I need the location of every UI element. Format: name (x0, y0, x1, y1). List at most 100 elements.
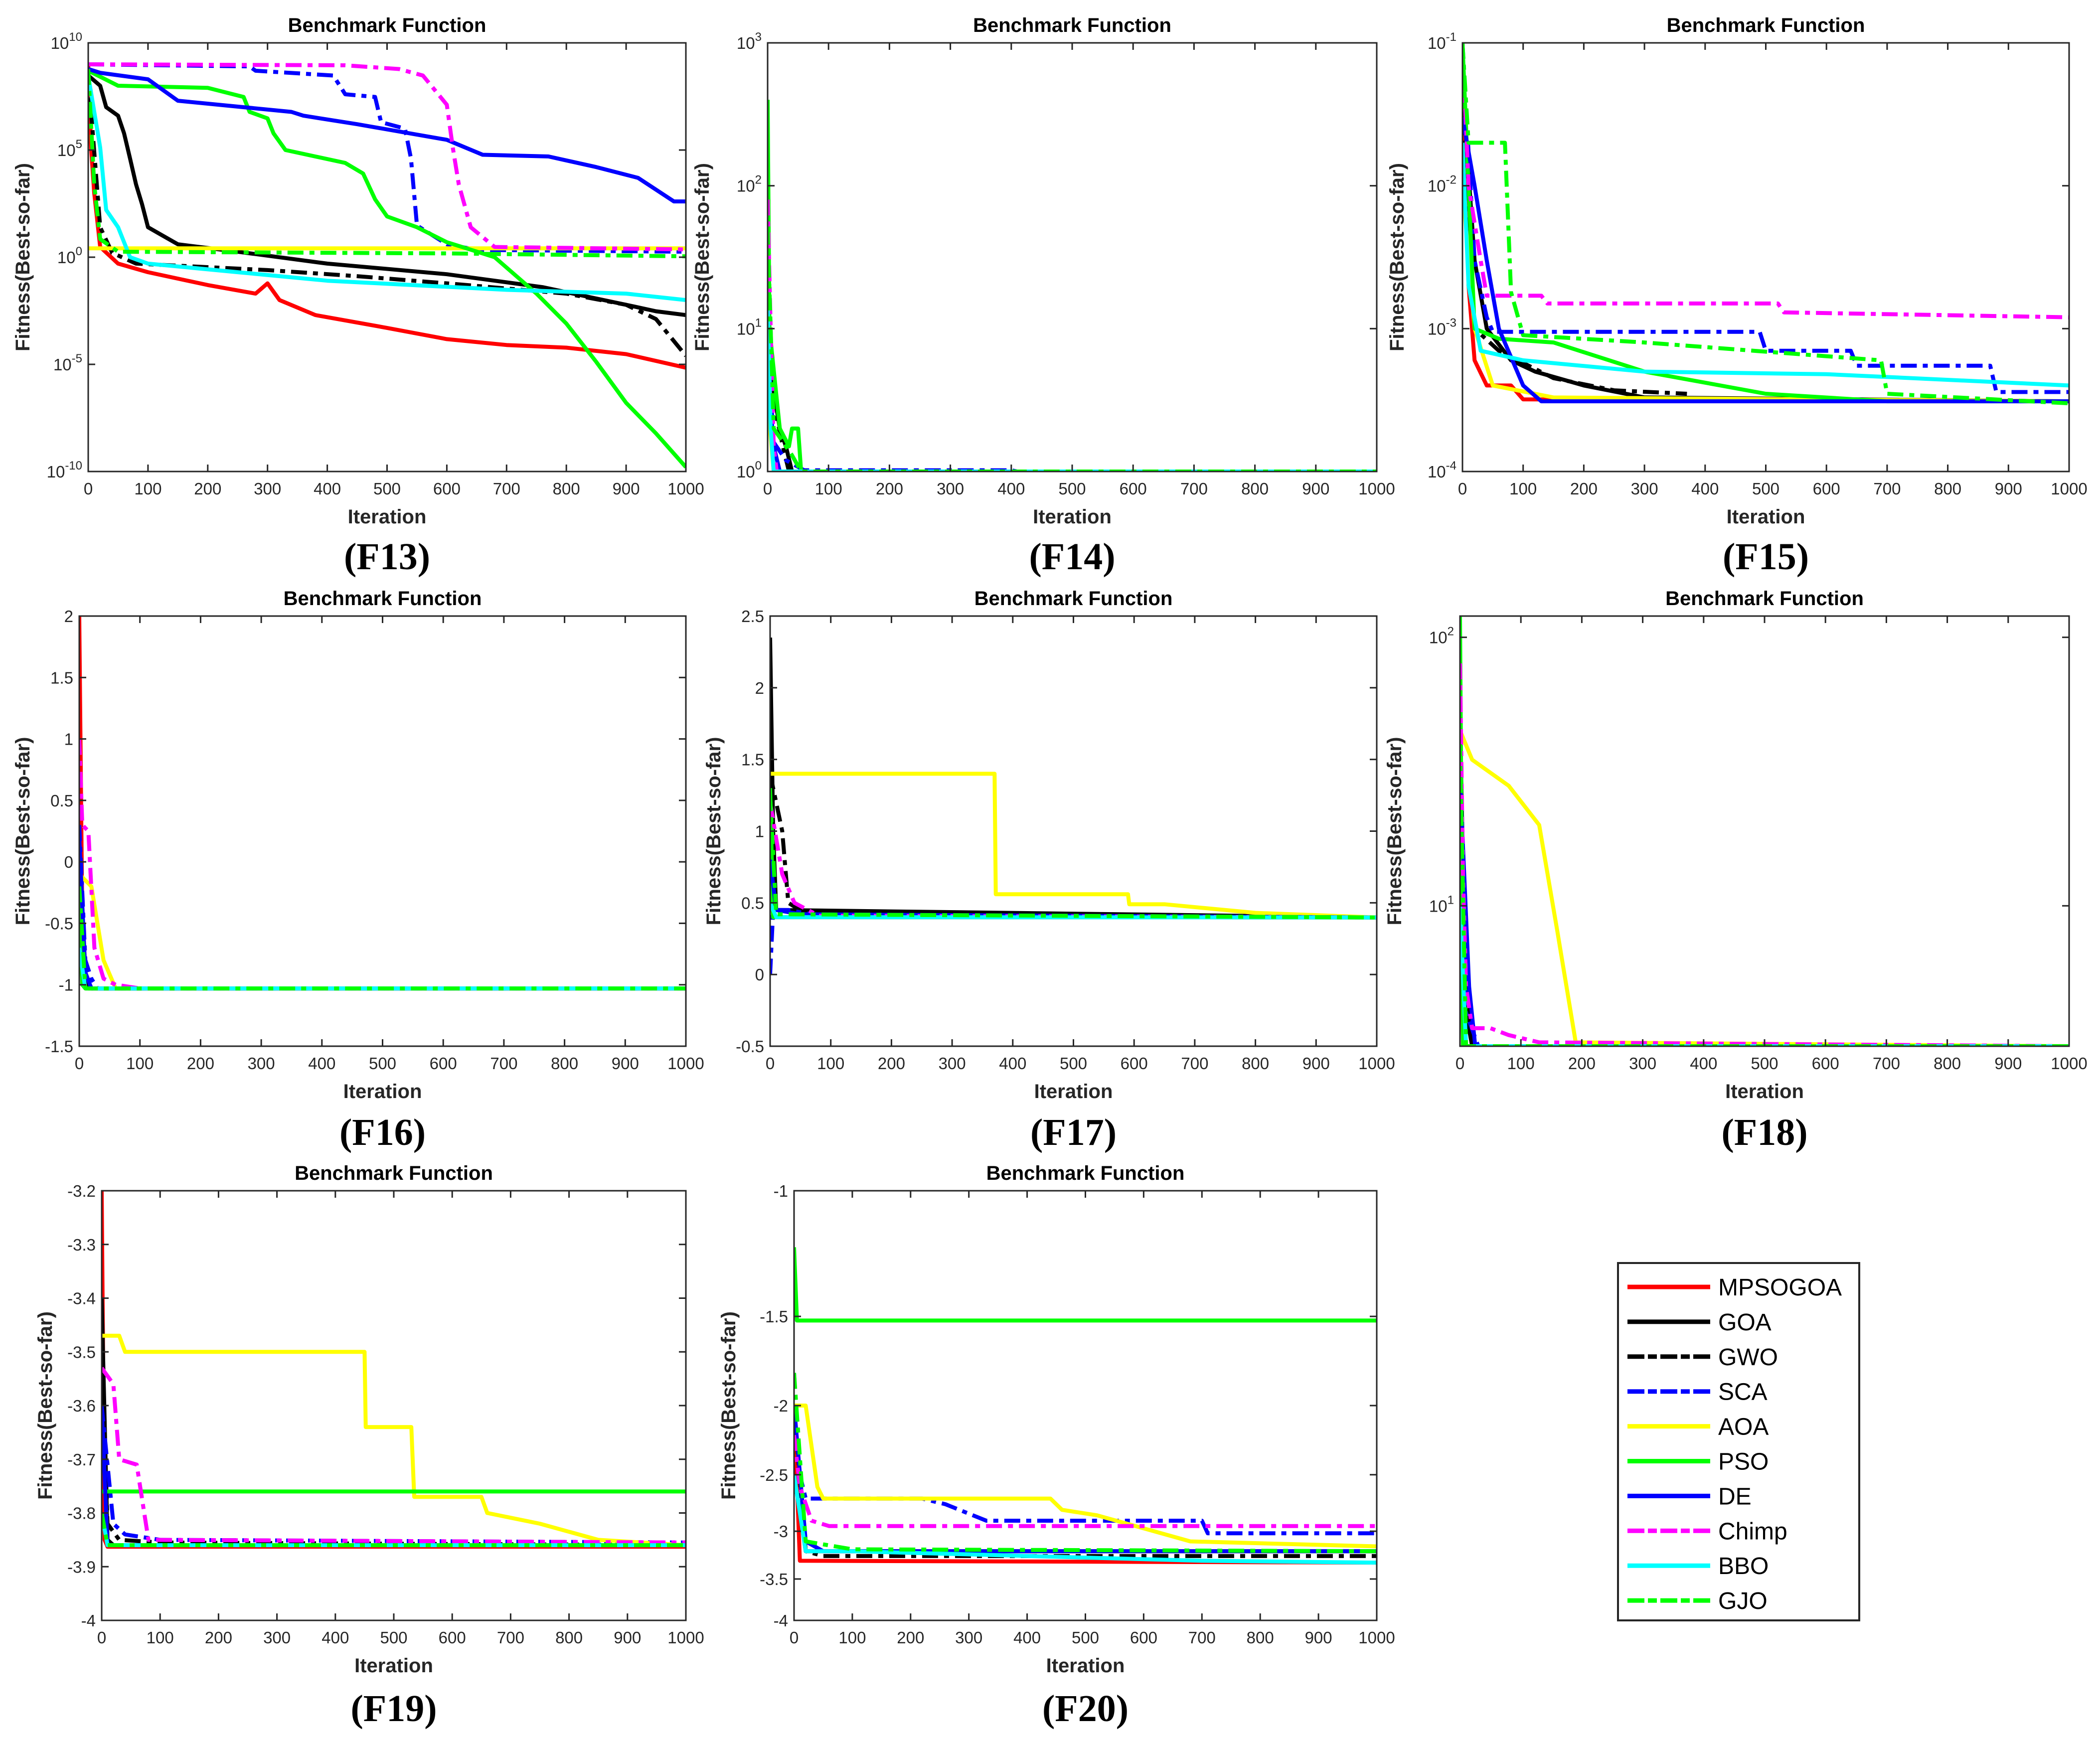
y-axis-label: Fitness(Best-so-far) (34, 1311, 56, 1500)
series-line-pso (1462, 43, 2069, 404)
y-tick-label: -3.7 (67, 1450, 96, 1469)
x-tick-label: 500 (373, 479, 401, 498)
plot-area (1460, 616, 2069, 1046)
legend-item-de: DE (1627, 1483, 1752, 1510)
plot-area (768, 43, 1377, 472)
x-tick-label: 500 (1072, 1628, 1099, 1647)
y-tick-label: 100 (737, 459, 762, 481)
y-tick-label: -3.9 (67, 1558, 96, 1576)
panel-label: (F18) (1721, 1111, 1807, 1153)
y-tick-label: -3.3 (67, 1236, 96, 1254)
y-axis-label: Fitness(Best-so-far) (703, 737, 725, 926)
panel-label: (F17) (1030, 1111, 1117, 1153)
series-group (1460, 616, 2069, 1046)
x-tick-label: 600 (1121, 1054, 1148, 1073)
y-axis-label: Fitness(Best-so-far) (718, 1311, 740, 1500)
legend-item-pso: PSO (1627, 1449, 1769, 1475)
x-tick-label: 500 (380, 1628, 407, 1647)
x-tick-label: 900 (1305, 1628, 1332, 1647)
x-tick-label: 1000 (1358, 1628, 1395, 1647)
x-tick-label: 900 (613, 479, 640, 498)
x-axis-label: Iteration (1046, 1655, 1125, 1677)
legend-label: MPSOGOA (1718, 1274, 1842, 1301)
x-tick-label: 1000 (1358, 1054, 1395, 1073)
legend-item-gwo: GWO (1627, 1344, 1778, 1371)
y-tick-exponent: -10 (65, 459, 82, 473)
y-tick-label: -3.8 (67, 1504, 96, 1523)
y-tick-base: -1.5 (45, 1037, 73, 1056)
y-tick-label: 1.5 (741, 751, 764, 769)
y-axis-label: Fitness(Best-so-far) (1384, 737, 1406, 926)
series-line-aoa (794, 1404, 1377, 1549)
legend-label: GWO (1718, 1344, 1778, 1371)
x-tick-label: 0 (84, 479, 93, 498)
y-tick-base: 0 (755, 965, 764, 984)
x-tick-label: 100 (147, 1628, 174, 1647)
y-tick-label: -3 (774, 1522, 788, 1541)
x-tick-label: 800 (551, 1054, 578, 1073)
y-tick-base: 10 (737, 319, 755, 338)
x-tick-label: 0 (97, 1628, 106, 1647)
y-tick-base: -1 (774, 1182, 788, 1200)
y-tick-label: 1010 (51, 30, 82, 52)
series-group (102, 1191, 686, 1549)
y-tick-base: 10 (1429, 629, 1448, 647)
legend-item-mpsogoa: MPSOGOA (1627, 1274, 1842, 1301)
x-tick-label: 1000 (1358, 479, 1395, 498)
y-tick-label: -1 (774, 1182, 788, 1200)
legend-item-sca: SCA (1627, 1379, 1768, 1406)
y-tick-label: 1.5 (50, 668, 73, 687)
x-tick-label: 400 (999, 1054, 1026, 1073)
y-tick-exponent: 0 (76, 245, 82, 258)
y-tick-base: 10 (57, 141, 76, 159)
y-tick-label: 0 (755, 965, 764, 984)
y-tick-exponent: -2 (1446, 173, 1456, 187)
y-tick-base: 0.5 (741, 894, 764, 912)
x-tick-label: 600 (439, 1628, 466, 1647)
y-tick-base: 10 (1428, 177, 1446, 195)
y-tick-base: -3.5 (67, 1343, 96, 1361)
x-tick-label: 1000 (2051, 1054, 2087, 1073)
y-tick-base: 10 (1428, 463, 1446, 481)
series-line-mpsogoa (88, 64, 686, 370)
y-tick-label: 10-10 (47, 459, 82, 481)
series-group (88, 62, 686, 469)
y-tick-label: 10-3 (1428, 316, 1456, 338)
x-tick-label: 100 (815, 479, 842, 498)
y-tick-exponent: -3 (1446, 316, 1456, 329)
x-tick-label: 800 (553, 479, 580, 498)
x-tick-label: 400 (314, 479, 341, 498)
y-tick-label: 2 (755, 679, 764, 697)
legend-item-aoa: AOA (1627, 1414, 1769, 1440)
plot-area (79, 616, 686, 1046)
y-tick-base: -3.4 (67, 1289, 96, 1308)
x-axis-label: Iteration (354, 1655, 433, 1677)
x-tick-label: 0 (1458, 479, 1467, 498)
x-tick-label: 600 (433, 479, 461, 498)
y-axis-label: Fitness(Best-so-far) (12, 163, 34, 351)
subplot-f16: 0 100 200 300 400 500 600 700 800 900 1000 -1.5 -1 -0… (12, 588, 704, 1153)
x-tick-label: 300 (937, 479, 964, 498)
series-line-chimp (1460, 663, 2069, 1046)
x-tick-label: 900 (1994, 1054, 2022, 1073)
y-tick-base: -0.5 (45, 914, 73, 933)
y-tick-label: 10-2 (1428, 173, 1456, 195)
series-group (1462, 43, 2069, 406)
x-tick-label: 0 (790, 1628, 799, 1647)
chart-title: Benchmark Function (986, 1162, 1185, 1184)
legend-label: BBO (1718, 1553, 1769, 1580)
y-tick-base: -3.5 (760, 1570, 788, 1588)
x-tick-label: 900 (612, 1054, 639, 1073)
subplot-f20: 0 100 200 300 400 500 600 700 800 900 1000 -4 -3.5 -3… (718, 1162, 1395, 1730)
y-tick-exponent: 10 (69, 30, 82, 44)
y-tick-label: 2 (64, 607, 73, 626)
y-tick-exponent: -5 (72, 352, 82, 365)
x-tick-label: 400 (1691, 479, 1719, 498)
x-tick-label: 100 (817, 1054, 844, 1073)
y-tick-base: 10 (737, 177, 755, 195)
x-tick-label: 100 (1507, 1054, 1535, 1073)
x-axis-label: Iteration (1033, 506, 1112, 528)
y-tick-base: 10 (1428, 34, 1446, 52)
series-line-bbo (1462, 143, 2069, 388)
y-tick-base: -2.5 (760, 1466, 788, 1484)
